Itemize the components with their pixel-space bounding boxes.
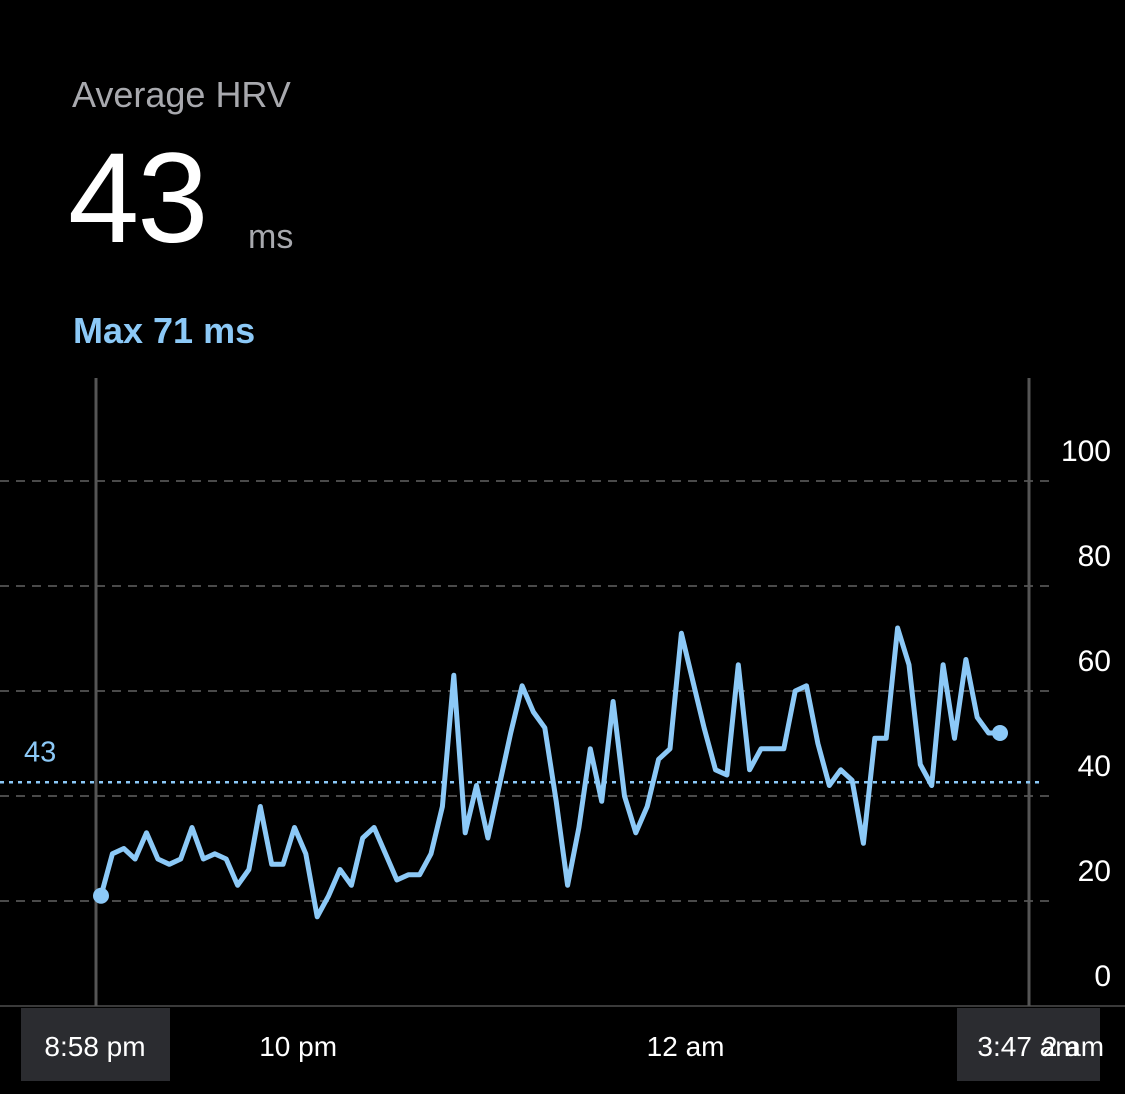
y-tick-label: 20 [1078,855,1111,888]
average-hrv-unit: ms [248,218,294,256]
average-label: 43 [24,736,56,768]
x-start-label: 8:58 pm [44,1031,145,1062]
hrv-series-line [98,625,1003,920]
y-tick-label: 40 [1078,750,1111,783]
series-end-point [992,725,1008,741]
y-tick-label: 80 [1078,540,1111,573]
series-start-point [93,887,109,904]
x-tick-label: 2 am [1042,1031,1104,1062]
metric-title: Average HRV [72,74,291,115]
x-end-label-box [957,1008,1100,1081]
x-tick-label: 10 pm [259,1031,337,1062]
y-tick-label: 60 [1078,645,1111,678]
x-tick-label: 12 am [647,1031,725,1062]
average-hrv-value: 43 [68,127,208,270]
y-tick-label: 0 [1094,960,1111,993]
hrv-line-chart: 0 20 40 60 80 100 43 8:58 pm 3:47 am 10 pm 12 am 2 … [0,378,1125,1081]
max-hrv-label: Max 71 ms [73,310,256,351]
x-start-label-box [21,1008,170,1081]
y-tick-label: 100 [1061,435,1111,468]
x-end-label: 3:47 am [977,1031,1078,1062]
